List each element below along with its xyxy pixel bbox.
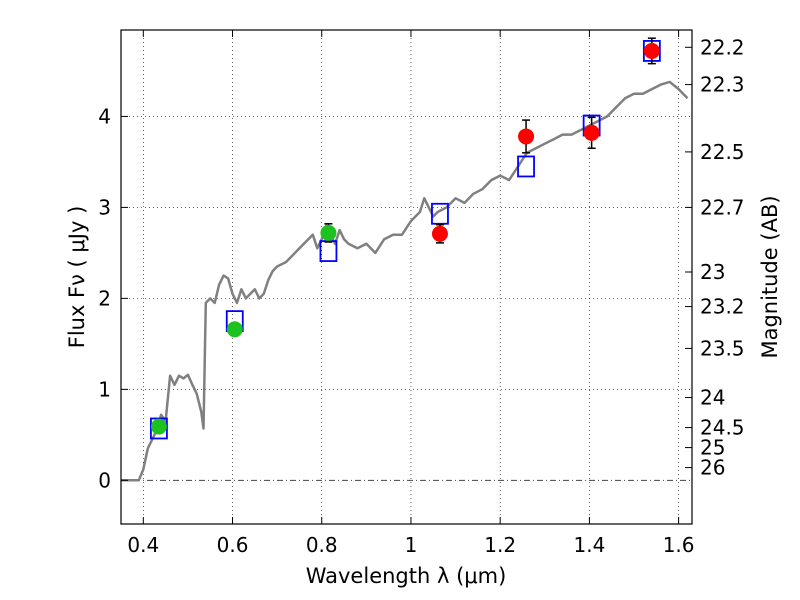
y-tick-label: 0 [98, 468, 111, 492]
data-point [643, 42, 660, 59]
data-point [431, 225, 448, 242]
right-y-tick-label: 24 [700, 386, 725, 410]
right-y-tick-label: 23.5 [700, 336, 745, 360]
model-box [431, 202, 449, 225]
data-point [320, 224, 337, 241]
right-y-tick-label: 22.2 [700, 35, 745, 59]
observed-photometry-points [150, 37, 660, 435]
y-tick-label: 1 [98, 377, 111, 401]
data-point [226, 321, 243, 338]
right-y-tick-label: 26 [700, 456, 725, 480]
data-point [583, 124, 600, 141]
right-y-tick-label: 22.3 [700, 73, 745, 97]
right-y-tick-label: 24.5 [700, 416, 745, 440]
right-y-tick-label: 22.5 [700, 140, 745, 164]
right-y-tick-label: 22.7 [700, 195, 745, 219]
data-point [150, 418, 167, 435]
y-tick-label: 4 [98, 104, 111, 128]
x-tick-label: 0.6 [217, 533, 249, 557]
model-spectrum-line [121, 80, 689, 482]
grid-lines [121, 30, 692, 524]
x-tick-label: 1.2 [484, 533, 516, 557]
x-tick-label: 1.4 [573, 533, 605, 557]
data-point [518, 128, 535, 145]
x-tick-label: 0.4 [127, 533, 159, 557]
right-y-tick-label: 25 [700, 436, 725, 460]
x-tick-label: 0.8 [306, 533, 338, 557]
x-tick-label: 1.6 [663, 533, 695, 557]
right-y-tick-label: 23.2 [700, 295, 745, 319]
x-axis-label: Wavelength λ (μm) [306, 564, 507, 588]
right-y-axis-label: Magnitude (AB) [758, 195, 782, 358]
y-tick-label: 3 [98, 195, 111, 219]
axis-ticks: 0.4 0.6 0.8 1 1.2 1.4 1.60123422.222.322.522.7… [98, 30, 745, 557]
plot-frame [120, 29, 693, 525]
y-axis-label: Flux Fν ( μJy ) [65, 206, 89, 349]
model-box [150, 417, 168, 440]
right-y-tick-label: 23 [700, 260, 725, 284]
model-box [517, 155, 535, 178]
model-photometry-boxes [150, 40, 661, 440]
y-tick-label: 2 [98, 286, 111, 310]
x-tick-label: 1 [405, 533, 418, 557]
